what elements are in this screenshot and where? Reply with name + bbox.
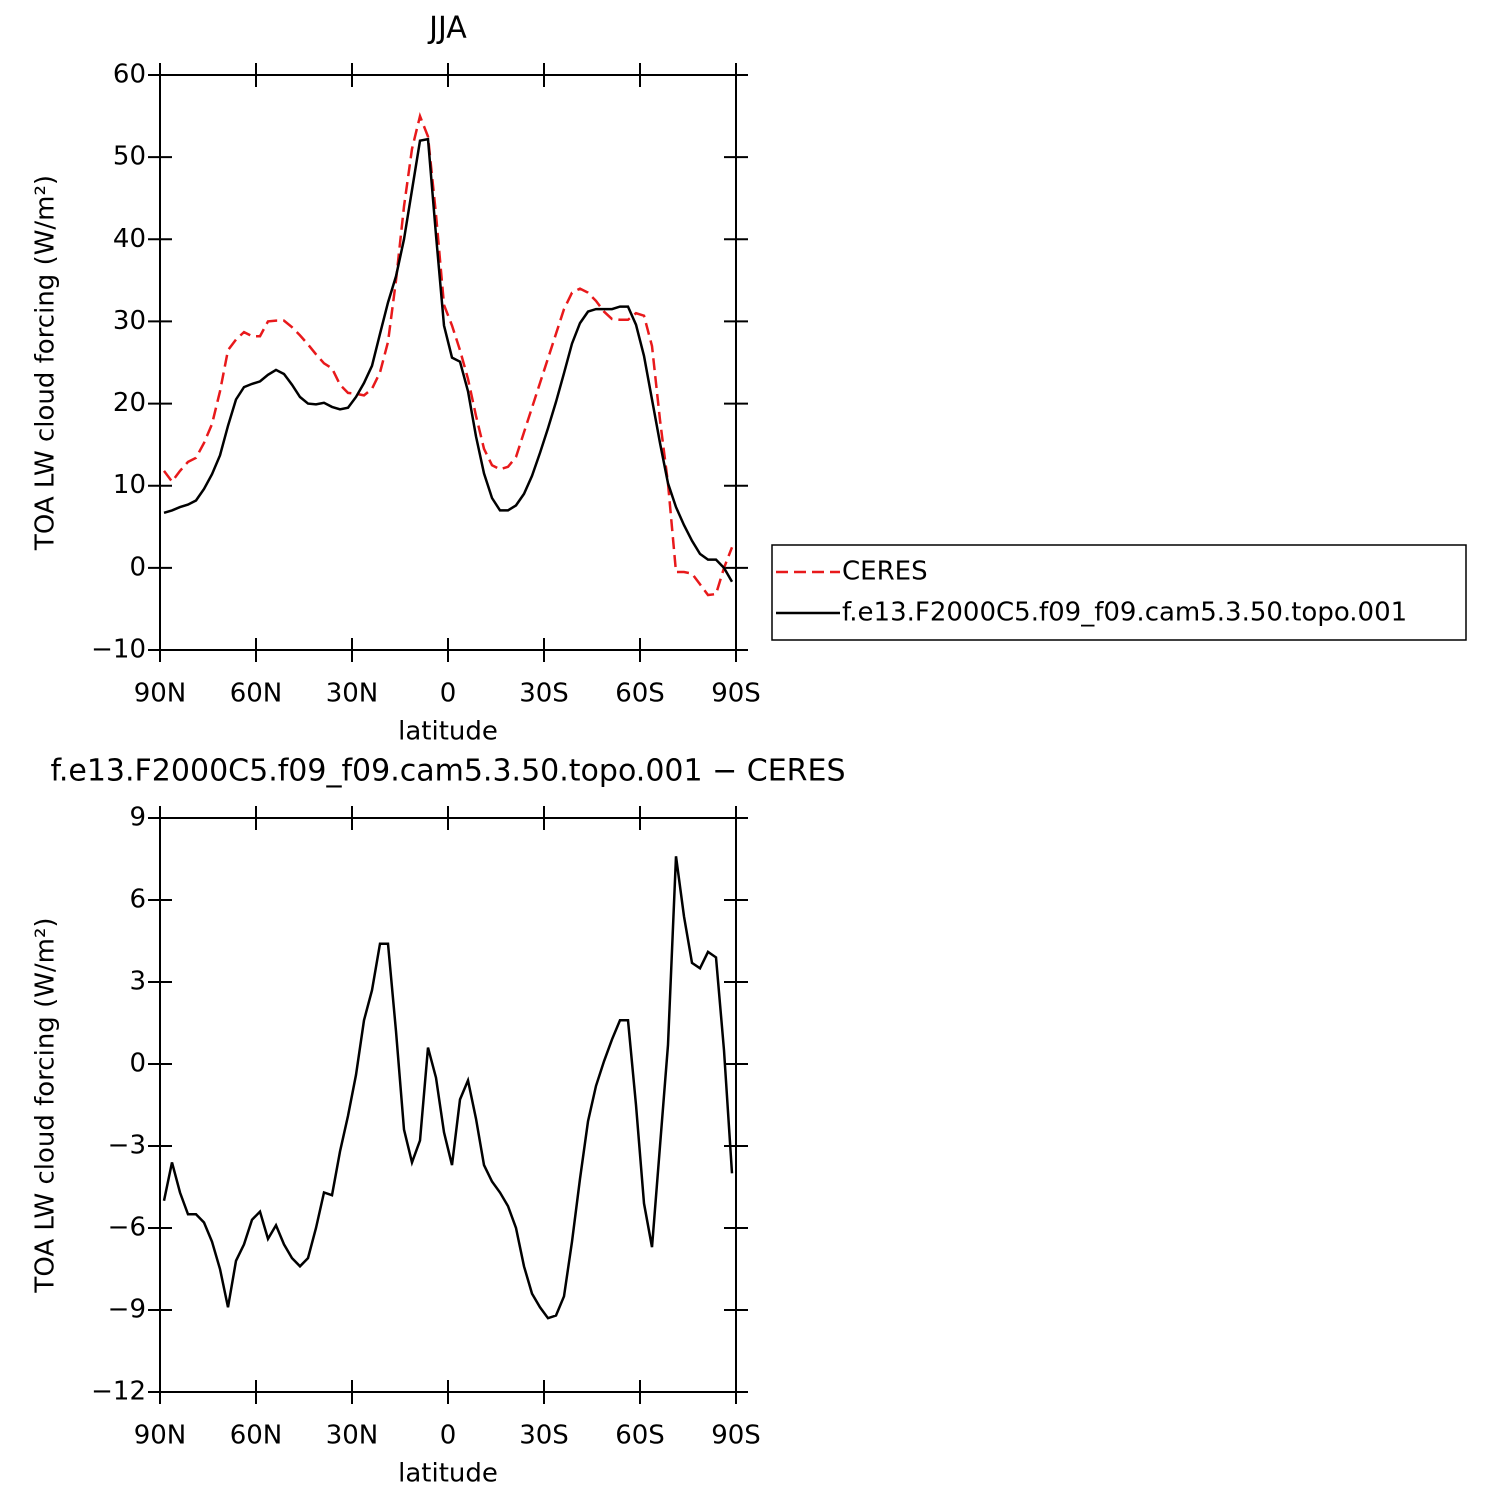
y-axis-label: TOA LW cloud forcing (W/m²) xyxy=(31,175,61,551)
y-axis-label: TOA LW cloud forcing (W/m²) xyxy=(31,917,61,1293)
y-tick-label: 60 xyxy=(113,60,146,90)
x-tick-label: 0 xyxy=(440,1421,457,1451)
y-tick-label: −10 xyxy=(91,635,146,665)
y-tick-label: 20 xyxy=(113,388,146,418)
legend-label: CERES xyxy=(842,557,928,587)
y-tick-label: 9 xyxy=(129,803,146,833)
x-tick-label: 60S xyxy=(615,1421,665,1451)
x-tick-label: 30S xyxy=(519,679,569,709)
x-tick-label: 60S xyxy=(615,679,665,709)
x-axis-label: latitude xyxy=(398,717,498,747)
x-tick-label: 90N xyxy=(134,1421,187,1451)
x-tick-label: 60N xyxy=(230,1421,283,1451)
data-line xyxy=(162,111,734,597)
y-tick-label: 3 xyxy=(129,967,146,997)
legend-label: f.e13.F2000C5.f09_f09.cam5.3.50.topo.001 xyxy=(842,598,1407,628)
x-tick-label: 90S xyxy=(711,679,761,709)
x-tick-label: 60N xyxy=(230,679,283,709)
x-tick-label: 30S xyxy=(519,1421,569,1451)
chart-title: JJA xyxy=(427,11,467,46)
y-tick-label: 10 xyxy=(113,470,146,500)
y-tick-label: 50 xyxy=(113,142,146,172)
y-tick-label: 6 xyxy=(129,885,146,915)
data-line xyxy=(163,137,734,583)
x-tick-label: 90N xyxy=(134,679,187,709)
x-tick-label: 90S xyxy=(711,1421,761,1451)
x-axis-label: latitude xyxy=(398,1459,498,1489)
x-tick-label: 30N xyxy=(326,679,379,709)
y-tick-label: −3 xyxy=(108,1131,146,1161)
legend-box xyxy=(771,544,1467,641)
y-tick-label: 0 xyxy=(129,552,146,582)
x-tick-label: 0 xyxy=(440,679,457,709)
x-tick-label: 30N xyxy=(326,1421,379,1451)
plot-frame xyxy=(159,74,737,651)
y-tick-label: 30 xyxy=(113,306,146,336)
y-tick-label: −12 xyxy=(91,1377,146,1407)
plot-frame xyxy=(159,817,737,1393)
y-tick-label: −6 xyxy=(108,1213,146,1243)
y-tick-label: 40 xyxy=(113,224,146,254)
chart-title: f.e13.F2000C5.f09_f09.cam5.3.50.topo.001… xyxy=(50,754,845,789)
data-line xyxy=(162,856,734,1320)
y-tick-label: −9 xyxy=(108,1295,146,1325)
y-tick-label: 0 xyxy=(129,1049,146,1079)
